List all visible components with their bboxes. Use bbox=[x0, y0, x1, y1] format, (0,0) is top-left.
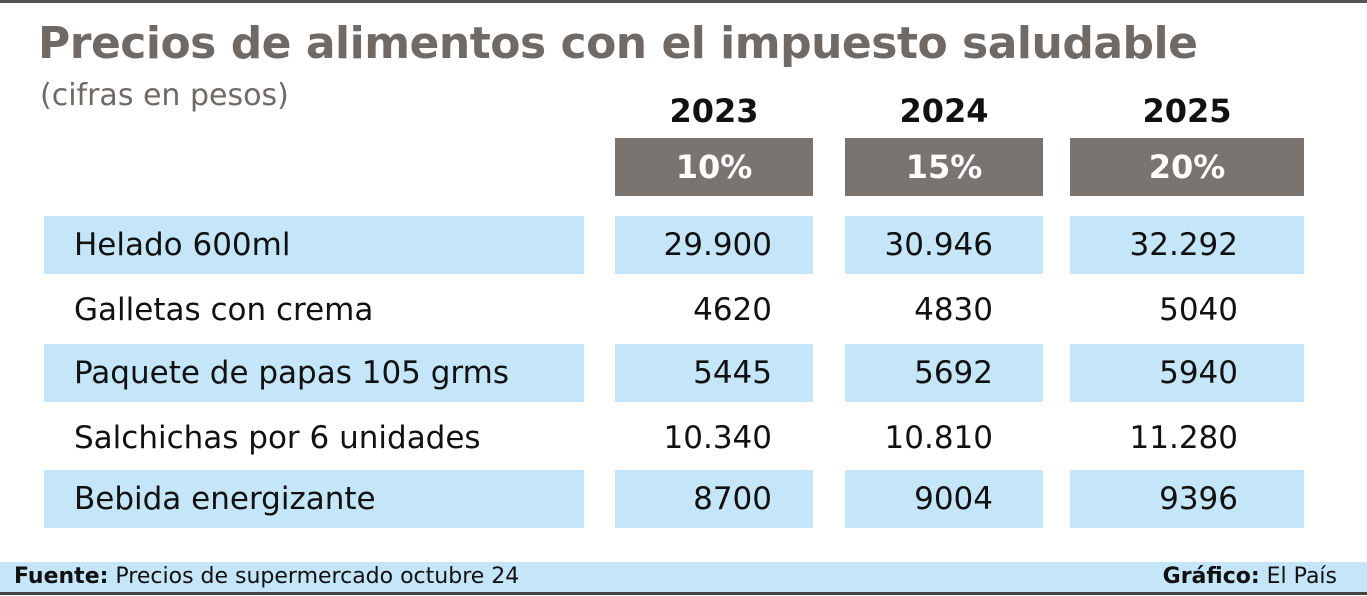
top-rule bbox=[0, 0, 1367, 3]
price-cell: 5445 bbox=[615, 344, 813, 402]
price-cell: 32.292 bbox=[1070, 216, 1304, 274]
price-cell: 30.946 bbox=[845, 216, 1043, 274]
source-text: Precios de supermercado octubre 24 bbox=[115, 564, 520, 589]
source-label: Fuente: bbox=[14, 564, 109, 589]
row-item-label: Paquete de papas 105 grms bbox=[44, 344, 584, 402]
column-tax-rate: 15% bbox=[845, 138, 1043, 196]
price-cell: 5692 bbox=[845, 344, 1043, 402]
price-cell: 9396 bbox=[1070, 470, 1304, 528]
chart-subtitle: (cifras en pesos) bbox=[40, 78, 289, 113]
price-cell: 11.280 bbox=[1129, 420, 1238, 456]
column-tax-rate: 20% bbox=[1070, 138, 1304, 196]
row-item-label: Bebida energizante bbox=[44, 470, 584, 528]
credit-label: Gráfico: bbox=[1162, 564, 1260, 589]
column-tax-rate: 10% bbox=[615, 138, 813, 196]
column-year: 2023 bbox=[669, 92, 759, 130]
price-cell: 10.340 bbox=[663, 420, 772, 456]
source-note: Fuente: Precios de supermercado octubre … bbox=[14, 564, 519, 589]
price-cell: 5940 bbox=[1070, 344, 1304, 402]
chart-title: Precios de alimentos con el impuesto sal… bbox=[38, 18, 1198, 69]
column-year: 2024 bbox=[899, 92, 989, 130]
column-year: 2025 bbox=[1142, 92, 1232, 130]
row-item-label: Galletas con crema bbox=[74, 292, 374, 328]
price-cell: 29.900 bbox=[615, 216, 813, 274]
price-cell: 8700 bbox=[615, 470, 813, 528]
price-cell: 4830 bbox=[914, 292, 993, 328]
row-item-label: Helado 600ml bbox=[44, 216, 584, 274]
price-cell: 5040 bbox=[1159, 292, 1238, 328]
credit-text: El País bbox=[1266, 564, 1337, 589]
price-cell: 10.810 bbox=[884, 420, 993, 456]
price-cell: 9004 bbox=[845, 470, 1043, 528]
price-cell: 4620 bbox=[693, 292, 772, 328]
footer-bar: Fuente: Precios de supermercado octubre … bbox=[0, 562, 1367, 595]
credit-note: Gráfico: El País bbox=[1163, 564, 1337, 589]
row-item-label: Salchichas por 6 unidades bbox=[74, 420, 481, 456]
